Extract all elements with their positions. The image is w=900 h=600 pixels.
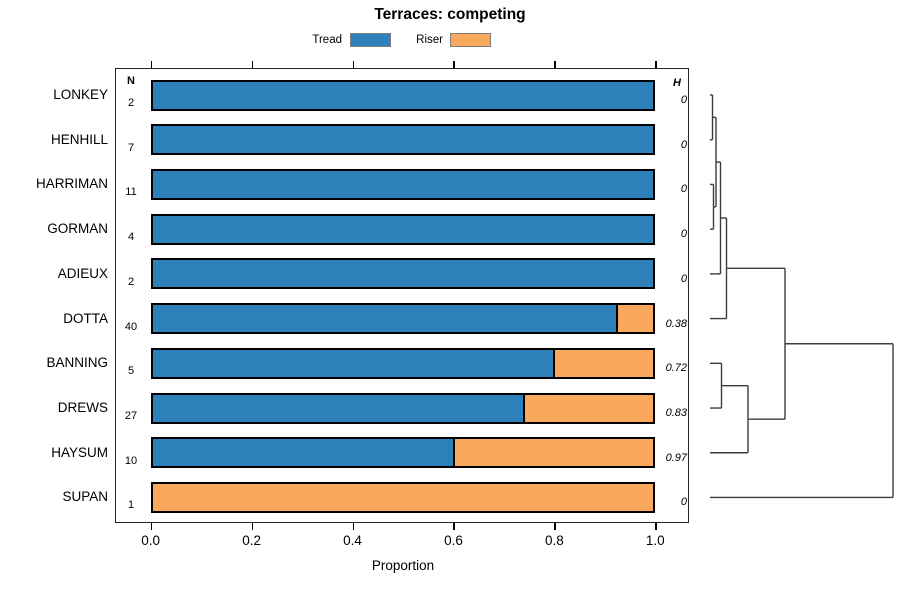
h-value: 0 [680,94,687,106]
n-value: 2 [127,97,135,109]
row-label-henhill: HENHILL [50,131,108,147]
h-value: 0.38 [665,317,687,330]
axis-tick-top [655,61,657,68]
bar-segment-tread [152,394,524,422]
bar-haysum [150,437,656,469]
n-value: 11 [125,186,137,199]
bar-segment-riser [553,349,654,377]
h-value: 0 [680,228,687,241]
h-value: 0.83 [665,407,687,420]
row-label-lonkey: LONKEY [53,87,108,102]
x-tick-label: 0.2 [242,533,261,548]
h-column-header: H [673,77,681,89]
x-tick-label: 0.4 [343,533,362,548]
h-value: 0 [680,496,687,509]
n-value: 7 [127,141,135,154]
row-label-drews: DREWS [57,400,108,416]
plot-frame [115,68,689,523]
bar-segment-riser [453,439,654,467]
bar-harriman [150,168,656,200]
x-tick-label: 0.8 [544,533,564,548]
bar-segment-tread [152,305,616,333]
bar-segment-tread [152,349,554,377]
chart-title: Terraces: competing [374,6,526,23]
row-label-supan: SUPAN [62,489,108,505]
bar-supan [150,481,656,513]
n-value: 1 [127,499,135,512]
axis-tick-top [251,61,254,68]
n-value: 2 [127,275,135,288]
axis-tick-bottom [554,523,556,530]
legend-label-riser: Riser [416,34,443,46]
bar-segment-tread [152,439,454,467]
axis-tick-bottom [251,523,254,530]
axis-tick-top [150,61,153,68]
bar-segment-tread [152,81,654,109]
row-label-adieux: ADIEUX [57,265,108,281]
bar-segment-tread [152,126,654,154]
bar-banning [150,347,656,379]
bar-adieux [150,258,656,290]
x-tick-label: 0.0 [141,533,161,548]
axis-tick-top [554,61,556,68]
bar-dotta [150,303,656,335]
row-label-harriman: HARRIMAN [35,176,108,192]
legend-label-tread: Tread [312,34,342,46]
legend-swatch-riser-icon [450,33,491,47]
axis-tick-bottom [352,523,355,530]
n-column-header: N [127,75,135,87]
h-value: 0 [680,272,687,285]
axis-tick-top [352,61,355,68]
bar-segment-riser [523,394,654,422]
n-value: 4 [127,231,135,244]
x-tick-label: 1.0 [645,533,665,548]
axis-tick-top [453,61,455,68]
legend-swatch-tread-icon [350,33,391,47]
n-value: 10 [124,454,138,467]
row-label-dotta: DOTTA [63,310,108,326]
x-tick-label: 0.6 [444,533,463,548]
axis-tick-bottom [453,523,455,530]
h-value: 0.97 [665,451,687,464]
axis-tick-bottom [150,523,153,530]
axis-tick-bottom [655,523,657,530]
bar-lonkey [150,79,656,111]
bar-segment-tread [152,170,654,198]
n-value: 40 [124,320,138,333]
n-value: 5 [127,365,135,378]
bar-henhill [150,124,656,156]
n-value: 27 [124,410,138,423]
h-value: 0 [680,183,687,196]
bar-drews [150,392,656,424]
bar-segment-tread [152,260,654,288]
bar-segment-tread [152,215,654,243]
x-axis-title: Proportion [371,558,435,573]
h-value: 0.72 [665,362,687,375]
bar-segment-riser [615,305,654,333]
row-label-haysum: HAYSUM [51,444,108,460]
h-value: 0 [680,138,687,151]
row-label-gorman: GORMAN [47,221,108,237]
row-label-banning: BANNING [46,355,108,371]
bar-gorman [150,213,656,245]
bar-segment-riser [152,483,654,511]
